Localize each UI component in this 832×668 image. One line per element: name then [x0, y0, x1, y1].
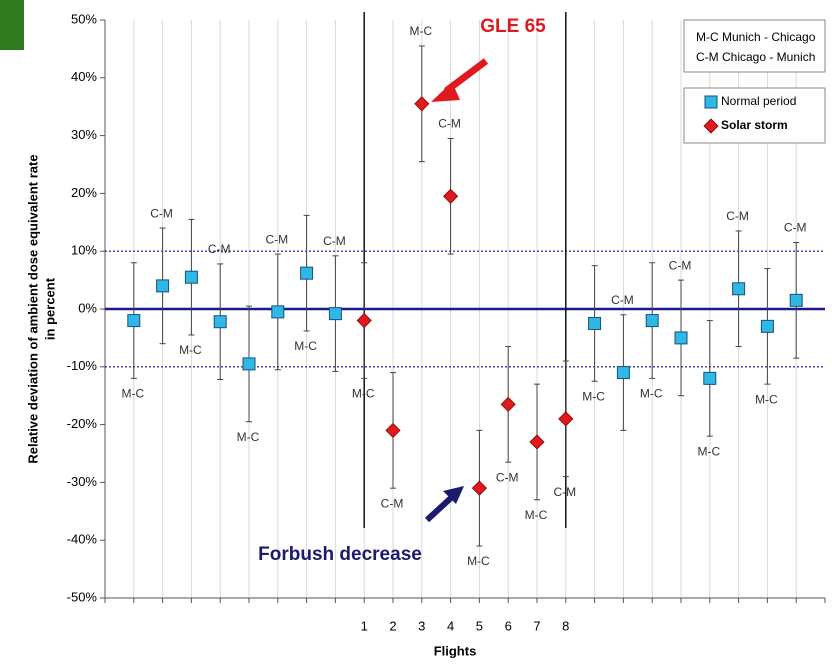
data-point — [184, 270, 198, 284]
data-point — [385, 422, 401, 438]
data-point — [703, 371, 717, 385]
data-point — [443, 188, 459, 204]
legend-marker — [704, 95, 718, 109]
data-point — [732, 282, 746, 296]
route-key-text: C-M Chicago - Munich — [696, 50, 815, 64]
x-tick-label: 1 — [361, 618, 368, 633]
route-label: C-M — [381, 496, 404, 510]
route-label: C-M — [150, 206, 173, 220]
data-point — [529, 434, 545, 450]
x-tick-label: 5 — [476, 618, 483, 633]
data-point — [213, 315, 227, 329]
route-label: M-C — [582, 389, 605, 403]
y-tick-label: 50% — [71, 11, 97, 26]
y-tick-label: -10% — [67, 358, 98, 373]
route-label: C-M — [669, 258, 692, 272]
legend-label: Normal period — [721, 94, 796, 108]
route-label: C-M — [265, 232, 288, 246]
y-tick-label: -20% — [67, 416, 98, 431]
legend-label: Solar storm — [721, 118, 788, 132]
route-label: M-C — [640, 387, 663, 401]
route-label: C-M — [611, 293, 634, 307]
x-tick-label: 3 — [418, 618, 425, 633]
route-label: C-M — [553, 485, 576, 499]
y-axis-label: Relative deviation of ambient dose equiv… — [25, 154, 40, 463]
data-point — [328, 307, 342, 321]
route-label: M-C — [179, 343, 202, 357]
route-key-text: M-C Munich - Chicago — [696, 30, 816, 44]
route-label: C-M — [323, 234, 346, 248]
route-label: C-M — [496, 470, 519, 484]
data-point — [156, 279, 170, 293]
data-point — [645, 314, 659, 328]
y-axis-label: in percent — [42, 277, 57, 340]
y-tick-label: 0% — [78, 300, 97, 315]
y-tick-label: -40% — [67, 532, 98, 547]
x-tick-label: 8 — [562, 618, 569, 633]
x-tick-label: 7 — [533, 618, 540, 633]
annotation-arrowhead — [443, 486, 464, 504]
route-label: C-M — [208, 242, 231, 256]
y-tick-label: -50% — [67, 589, 98, 604]
route-label: M-C — [237, 430, 260, 444]
route-label: M-C — [352, 387, 375, 401]
route-key-box — [683, 19, 826, 73]
route-label: C-M — [784, 221, 807, 235]
data-point — [588, 316, 602, 330]
data-point — [127, 314, 141, 328]
y-tick-label: 40% — [71, 69, 97, 84]
data-point — [300, 266, 314, 280]
y-tick-label: 30% — [71, 127, 97, 142]
annotation: Forbush decrease — [258, 544, 422, 565]
annotation-arrow — [424, 494, 455, 523]
route-label: M-C — [294, 339, 317, 353]
corner-image — [0, 0, 24, 50]
x-tick-label: 4 — [447, 618, 454, 633]
route-label: M-C — [755, 392, 778, 406]
route-label: C-M — [726, 209, 749, 223]
x-tick-label: 6 — [505, 618, 512, 633]
y-tick-label: -30% — [67, 474, 98, 489]
data-point — [271, 305, 285, 319]
data-point — [674, 331, 688, 345]
legend-marker — [703, 118, 719, 134]
y-tick-label: 10% — [71, 243, 97, 258]
route-label: M-C — [525, 508, 548, 522]
y-tick-label: 20% — [71, 185, 97, 200]
annotation-arrowhead — [431, 82, 460, 102]
data-point — [414, 96, 430, 112]
route-label: M-C — [121, 387, 144, 401]
x-axis-label: Flights — [434, 643, 477, 658]
route-label: C-M — [438, 117, 461, 131]
data-point — [616, 366, 630, 380]
route-label: M-C — [467, 554, 490, 568]
x-tick-label: 2 — [389, 618, 396, 633]
route-label: M-C — [697, 444, 720, 458]
data-point — [242, 357, 256, 371]
data-point — [789, 293, 803, 307]
data-point — [760, 319, 774, 333]
annotation: GLE 65 — [480, 16, 546, 37]
data-point — [500, 396, 516, 412]
data-point — [471, 480, 487, 496]
route-label: M-C — [409, 24, 432, 38]
data-point — [558, 411, 574, 427]
data-point — [356, 312, 372, 329]
